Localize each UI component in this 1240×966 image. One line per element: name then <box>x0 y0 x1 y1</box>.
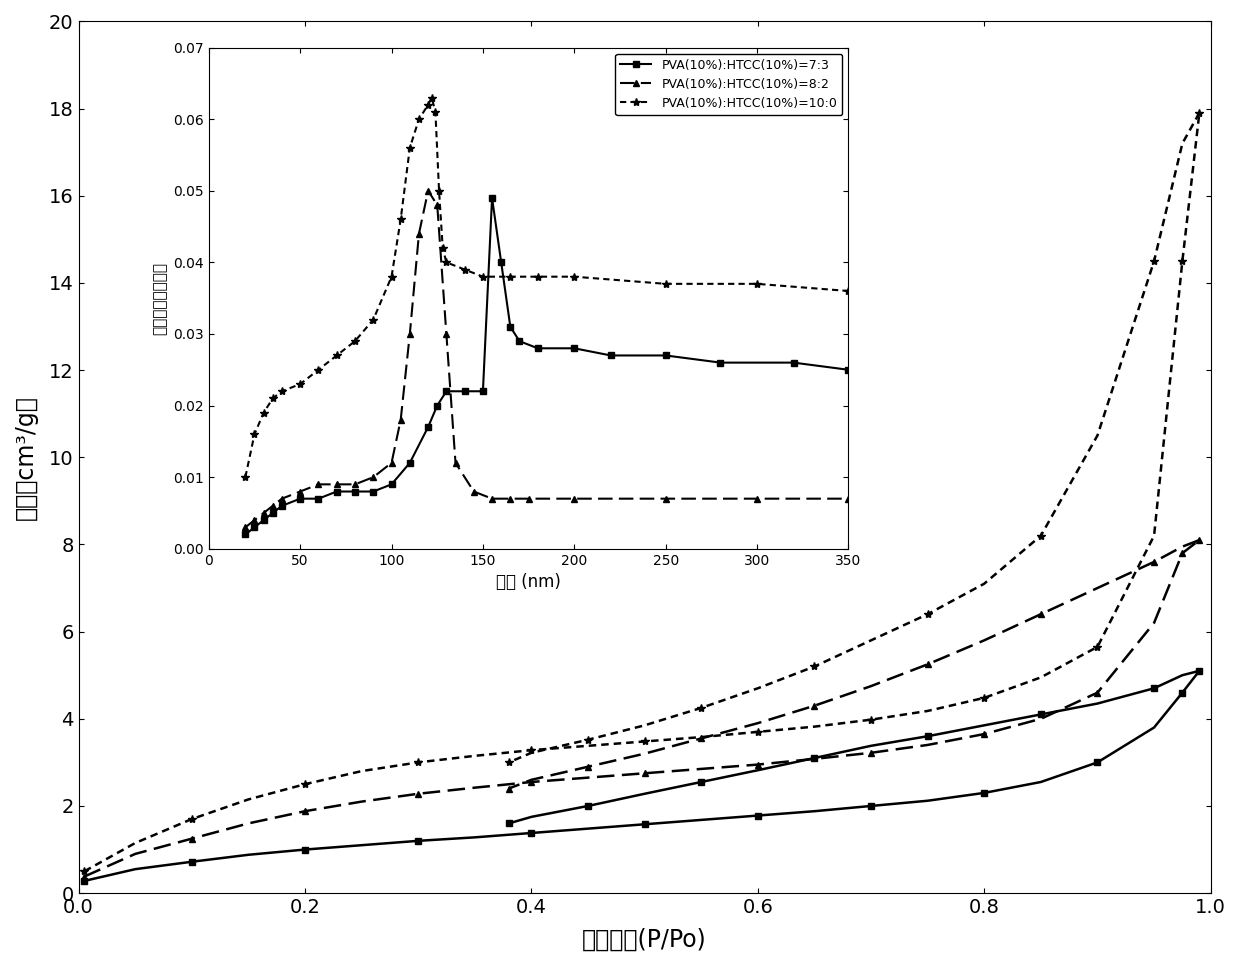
Y-axis label: 数量（cm³/g）: 数量（cm³/g） <box>14 395 38 520</box>
X-axis label: 相对压力(P/Po): 相对压力(P/Po) <box>583 928 707 952</box>
